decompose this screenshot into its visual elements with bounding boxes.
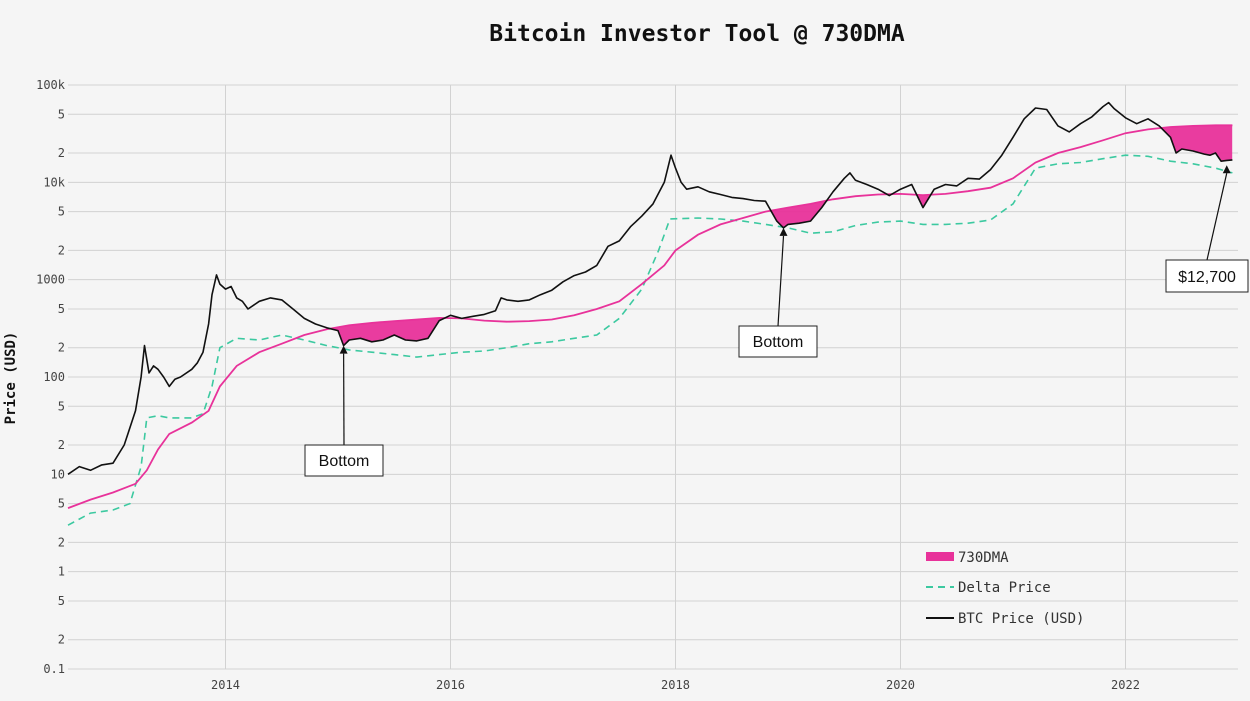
annotation-arrow-line bbox=[777, 235, 785, 327]
x-tick-label: 2014 bbox=[211, 678, 240, 692]
y-tick-label: 5 bbox=[58, 399, 65, 413]
y-tick-label: 10k bbox=[43, 175, 65, 189]
y-tick-label: 5 bbox=[58, 594, 65, 608]
y-tick-label: 100k bbox=[36, 78, 66, 92]
annotation-box bbox=[738, 325, 818, 358]
annotation-arrowhead bbox=[339, 345, 348, 354]
y-tick-label: 100 bbox=[43, 370, 65, 384]
series-lines bbox=[67, 101, 1233, 526]
y-tick-label: 2 bbox=[58, 146, 65, 160]
delta-price-line bbox=[67, 154, 1233, 526]
annotation-label: Bottom bbox=[319, 453, 370, 470]
730dma-fill-area bbox=[771, 200, 827, 228]
legend-swatch-730dma bbox=[926, 552, 954, 561]
y-tick-label: 2 bbox=[58, 341, 65, 355]
annotation-arrowhead bbox=[1222, 165, 1231, 174]
annotation-arrow-line bbox=[1206, 173, 1228, 261]
y-tick-label: 2 bbox=[58, 243, 65, 257]
y-axis-label: Price (USD) bbox=[3, 332, 19, 425]
axis-ticks: 0.1 2 5 1 2 5 10 2 5 100 2 5 1000 2 5 10k 2 5 100k 2014 2016… bbox=[36, 78, 1140, 692]
y-tick-label: 2 bbox=[58, 535, 65, 549]
annotation-box bbox=[1165, 259, 1249, 293]
annotations: Bottom Bottom $12,700 bbox=[304, 165, 1249, 477]
x-tick-label: 2018 bbox=[661, 678, 690, 692]
y-tick-label: 5 bbox=[58, 302, 65, 316]
annotation-arrowhead bbox=[779, 227, 788, 236]
x-tick-label: 2020 bbox=[886, 678, 915, 692]
y-tick-label: 5 bbox=[58, 497, 65, 511]
y-tick-label: 1000 bbox=[36, 273, 65, 287]
y-tick-label: 0.1 bbox=[43, 662, 65, 676]
x-tick-label: 2022 bbox=[1111, 678, 1140, 692]
y-tick-label: 1 bbox=[58, 565, 65, 579]
legend-label: Delta Price bbox=[958, 580, 1051, 596]
legend-label: 730DMA bbox=[958, 550, 1009, 566]
x-tick-label: 2016 bbox=[436, 678, 465, 692]
legend: 730DMA Delta Price BTC Price (USD) bbox=[926, 550, 1084, 627]
y-tick-label: 2 bbox=[58, 438, 65, 452]
legend-label: BTC Price (USD) bbox=[958, 611, 1084, 627]
y-tick-label: 10 bbox=[51, 467, 65, 481]
gridlines bbox=[68, 84, 1238, 670]
y-tick-label: 5 bbox=[58, 205, 65, 219]
annotation-box bbox=[304, 444, 384, 477]
annotation-label: Bottom bbox=[753, 334, 804, 351]
annotation-label: $12,700 bbox=[1178, 269, 1236, 286]
chart-title: Bitcoin Investor Tool @ 730DMA bbox=[489, 21, 905, 47]
y-tick-label: 2 bbox=[58, 633, 65, 647]
y-tick-label: 5 bbox=[58, 107, 65, 121]
730dma-fill-area bbox=[1162, 125, 1233, 162]
730dma-line bbox=[67, 124, 1233, 509]
730dma-fill-area bbox=[917, 194, 931, 208]
btc-price-line bbox=[67, 101, 1233, 475]
